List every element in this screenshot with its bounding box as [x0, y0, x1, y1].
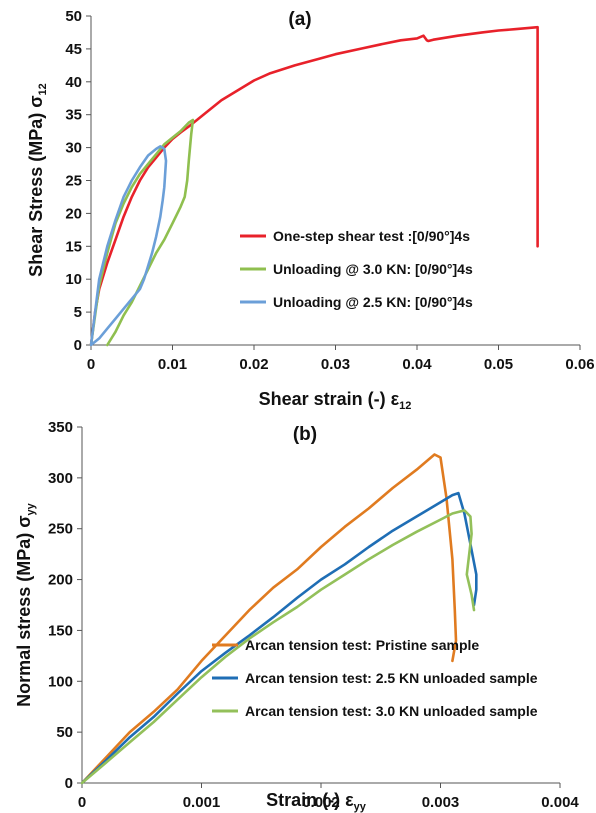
y-tick-label: 30 — [65, 140, 82, 157]
y-tick-label: 25 — [65, 173, 82, 190]
x-tick-label: 0.004 — [541, 794, 579, 811]
x-tick-label: 0.06 — [565, 356, 594, 373]
y-tick-label: 100 — [48, 673, 73, 690]
legend: One-step shear test :[0/90°]4s Unloading … — [240, 228, 473, 310]
series-line-3 — [89, 145, 168, 347]
legend-label-2: Unloading @ 3.0 KN: [0/90°]4s — [273, 261, 473, 277]
y-tick-label: 300 — [48, 470, 73, 487]
y-tick-label: 35 — [65, 107, 82, 124]
legend-label-3: Arcan tension test: 3.0 KN unloaded samp… — [245, 703, 538, 719]
series-line-2 — [80, 491, 478, 785]
y-tick-label: 50 — [65, 8, 82, 25]
series-line-2 — [89, 118, 195, 347]
x-axis-label: Strain (-) εyy — [266, 790, 367, 813]
x-tick-label: 0.05 — [484, 356, 513, 373]
legend-label-2: Arcan tension test: 2.5 KN unloaded samp… — [245, 670, 538, 686]
y-tick-label: 50 — [56, 724, 73, 741]
x-tick-label: 0.002 — [302, 794, 340, 811]
legend-label-1: Arcan tension test: Pristine sample — [245, 637, 479, 653]
legend: Arcan tension test: Pristine sample Arcan… — [212, 637, 538, 719]
series-line-1 — [89, 25, 539, 347]
x-tick-label: 0 — [87, 356, 95, 373]
y-tick-label: 20 — [65, 205, 82, 222]
chart-title: (a) — [288, 9, 311, 30]
y-tick-label: 45 — [65, 41, 82, 58]
y-tick-label: 15 — [65, 238, 82, 255]
x-tick-label: 0.003 — [422, 794, 460, 811]
y-tick-label: 150 — [48, 622, 73, 639]
x-tick-label: 0.01 — [158, 356, 187, 373]
x-tick-label: 0.001 — [183, 794, 221, 811]
x-axis-label: Shear strain (-) ε12 — [259, 389, 412, 412]
y-tick-label: 40 — [65, 74, 82, 91]
y-tick-label: 250 — [48, 521, 73, 538]
chart-title: (b) — [293, 424, 317, 445]
chart-panel-a: 0 5 10 15 20 25 30 35 40 45 50 0 0.01 0.02 0.03 0.04 0.0… — [26, 8, 595, 412]
legend-label-1: One-step shear test :[0/90°]4s — [273, 228, 470, 244]
y-tick-label: 5 — [74, 304, 82, 321]
y-axis-label: Shear Stress (MPa) σ12 — [26, 83, 49, 277]
y-axis-label: Normal stress (MPa) σyy — [14, 502, 37, 706]
legend-label-3: Unloading @ 2.5 KN: [0/90°]4s — [273, 294, 473, 310]
y-tick-label: 200 — [48, 572, 73, 589]
y-tick-label: 10 — [65, 271, 82, 288]
y-tick-label: 0 — [74, 337, 82, 354]
x-tick-label: 0.02 — [239, 356, 268, 373]
series-line-3 — [80, 509, 476, 785]
y-tick-label: 0 — [65, 775, 73, 792]
chart-panel-b: 0 50 100 150 200 250 300 350 0 0.001 0.002 0.003 0.0… — [14, 419, 579, 813]
x-tick-label: 0.03 — [321, 356, 350, 373]
series-line-1 — [80, 453, 458, 785]
x-tick-label: 0 — [78, 794, 86, 811]
x-tick-label: 0.04 — [402, 356, 432, 373]
y-tick-label: 350 — [48, 419, 73, 436]
